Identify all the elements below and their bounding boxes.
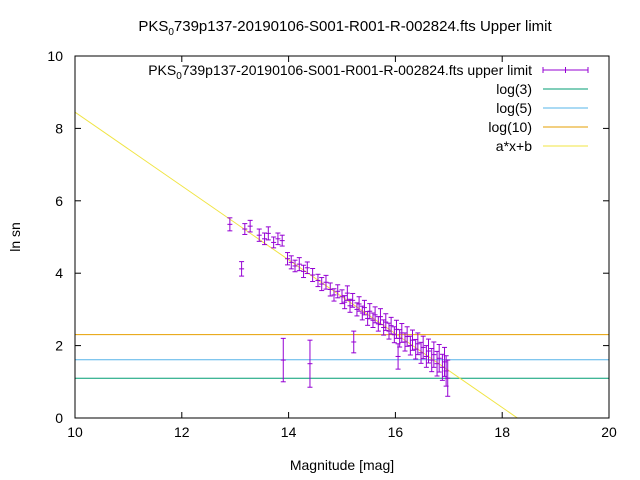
- data-point-26: [342, 295, 348, 310]
- data-point-51: [404, 326, 410, 347]
- chart-title-sub: 0: [168, 27, 174, 38]
- legend-label-4: a*x+b: [496, 138, 532, 154]
- data-point-28: [347, 298, 353, 313]
- data-point-25: [339, 289, 345, 305]
- chart-title-pre: PKS: [138, 18, 168, 35]
- data-point-49: [399, 323, 405, 343]
- plot-area: [75, 111, 609, 418]
- data-point-63: [436, 344, 442, 373]
- data-point-61: [431, 341, 437, 368]
- data-point-29: [350, 292, 356, 308]
- data-point-44: [388, 316, 394, 335]
- data-point-40: [377, 308, 383, 326]
- data-point-27: [344, 285, 350, 301]
- x-tick-label-4: 18: [494, 424, 510, 440]
- legend: PKS0739p137-20190106-S001-R001-R-002824.…: [148, 62, 589, 154]
- data-point-5: [262, 232, 268, 246]
- legend-label-3: log(10): [488, 119, 532, 135]
- data-point-38: [372, 306, 378, 324]
- data-point-14: [296, 257, 302, 272]
- data-point-16: [304, 261, 310, 275]
- legend-label-2: log(5): [496, 100, 532, 116]
- legend-key-0: [542, 67, 589, 73]
- data-point-18: [310, 267, 316, 283]
- y-tick-label-3: 6: [55, 193, 63, 209]
- data-point-57: [420, 335, 426, 360]
- data-point-15: [301, 264, 307, 279]
- y-axis-label: ln sn: [7, 222, 23, 252]
- x-tick-label-3: 16: [388, 424, 404, 440]
- data-point-20: [319, 277, 325, 292]
- x-tick-label-2: 14: [281, 424, 297, 440]
- data-point-30: [351, 330, 357, 354]
- data-point-10: [280, 337, 286, 383]
- x-tick-label-5: 20: [601, 424, 617, 440]
- data-point-17: [307, 339, 313, 388]
- data-point-2: [242, 223, 248, 235]
- legend-label-1: log(3): [496, 81, 532, 97]
- legend-label-0: PKS0739p137-20190106-S001-R001-R-002824.…: [148, 62, 532, 82]
- data-point-67: [445, 359, 451, 397]
- data-point-8: [275, 232, 281, 246]
- y-tick-label-4: 8: [55, 120, 63, 136]
- chart-title: PKS0739p137-20190106-S001-R001-R-002824.…: [138, 18, 552, 38]
- data-point-55: [415, 332, 421, 356]
- y-tick-label-5: 10: [47, 48, 63, 64]
- data-point-34: [361, 299, 367, 316]
- data-point-23: [331, 288, 337, 302]
- y-tick-label-2: 4: [55, 265, 63, 281]
- data-point-21: [323, 274, 329, 290]
- x-tick-label-0: 10: [67, 424, 83, 440]
- y-tick-label-0: 0: [55, 410, 63, 426]
- data-point-32: [356, 296, 362, 312]
- x-tick-label-1: 12: [174, 424, 190, 440]
- plot-frame: [74, 55, 610, 419]
- data-point-36: [367, 303, 373, 320]
- data-point-47: [395, 343, 401, 370]
- data-point-0: [227, 217, 233, 232]
- data-point-7: [271, 236, 277, 249]
- data-point-22: [327, 282, 333, 297]
- data-point-1: [239, 261, 245, 277]
- data-point-12: [288, 255, 294, 270]
- data-point-59: [426, 338, 432, 364]
- y-tick-label-1: 2: [55, 338, 63, 354]
- axis-ticks: 10 12 14 16 18 20 0 2 4 6 8 10: [47, 48, 617, 440]
- data-point-52: [407, 335, 413, 356]
- data-point-42: [383, 313, 389, 331]
- data-point-24: [335, 284, 341, 299]
- chart-title-post: 739p137-20190106-S001-R001-R-002824.fts …: [174, 18, 553, 35]
- data-point-19: [315, 273, 321, 288]
- data-point-4: [256, 228, 262, 242]
- x-axis-label: Magnitude [mag]: [290, 457, 394, 473]
- data-point-11: [285, 252, 291, 266]
- data-point-6: [265, 226, 271, 241]
- data-point-13: [292, 259, 298, 273]
- data-point-9: [279, 234, 285, 247]
- data-point-53: [409, 329, 415, 351]
- data-point-3: [247, 219, 253, 233]
